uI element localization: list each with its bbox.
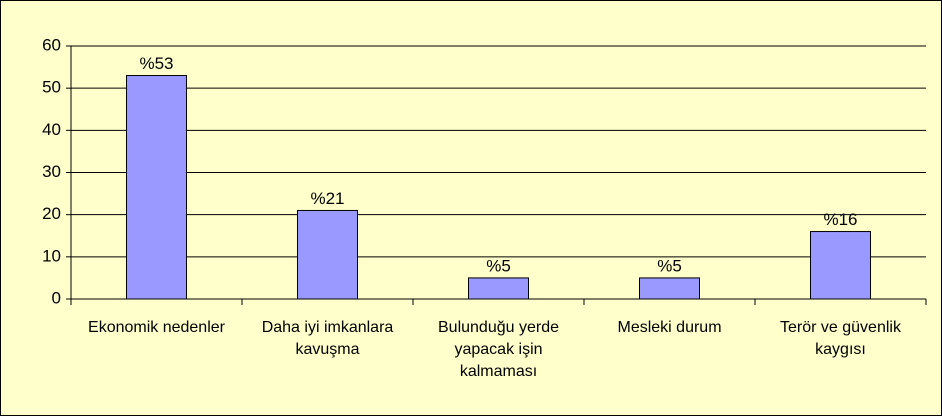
bar bbox=[468, 277, 529, 300]
y-tick-label: 20 bbox=[42, 204, 61, 223]
y-tick-label: 10 bbox=[42, 246, 61, 265]
y-tick-label: 0 bbox=[52, 288, 61, 307]
y-tick-label: 50 bbox=[42, 78, 61, 97]
data-label: %21 bbox=[310, 189, 344, 208]
x-tick-label: Terör ve güvenlik kaygısı bbox=[780, 319, 901, 358]
x-tick-label: Daha iyi imkanlara kavuşma bbox=[261, 319, 394, 358]
x-tick-label: Mesleki durum bbox=[617, 319, 722, 336]
y-tick-label: 40 bbox=[42, 120, 61, 139]
data-label: %53 bbox=[139, 54, 173, 73]
x-tick-label: Ekonomik nedenler bbox=[88, 319, 225, 336]
y-tick-label: 30 bbox=[42, 162, 61, 181]
data-label: %16 bbox=[823, 210, 857, 229]
bar bbox=[297, 209, 358, 300]
data-label: %5 bbox=[657, 256, 682, 275]
y-tick-label: 60 bbox=[42, 35, 61, 54]
bar bbox=[639, 277, 700, 300]
data-label: %5 bbox=[486, 256, 511, 275]
bar bbox=[126, 75, 187, 300]
x-tick-label: Bulunduğu yerde yapacak işin kalmaması bbox=[438, 319, 559, 380]
bar bbox=[810, 231, 871, 300]
